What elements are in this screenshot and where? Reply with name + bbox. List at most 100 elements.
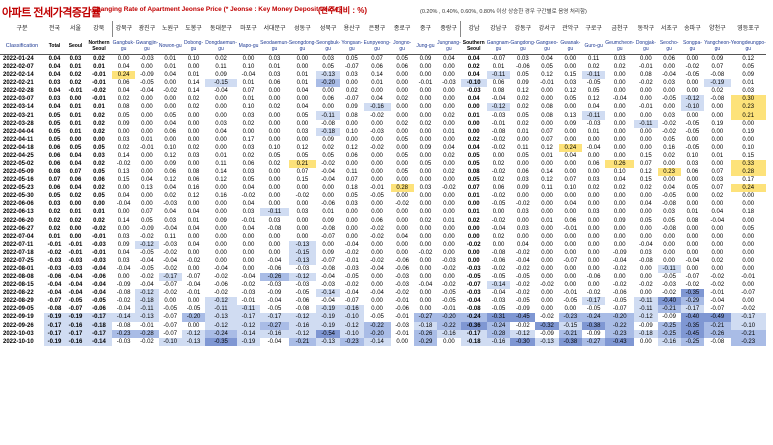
table-row: 2022-10-10 -0.19 -0.16 -0.14 -0.03 -0.02 -0.10… <box>0 337 766 346</box>
col-header-ko-1: 전국 <box>48 26 61 32</box>
rate-cell: -0.17 <box>65 329 86 338</box>
rate-cell: -0.05 <box>370 193 384 200</box>
rate-cell: 0.00 <box>141 201 153 208</box>
rate-cell: -0.05 <box>442 290 456 297</box>
rate-cell: 0.00 <box>268 201 281 208</box>
rate-cell: 0.00 <box>640 144 652 151</box>
rate-cell: 0.00 <box>242 257 255 264</box>
rate-cell: -0.21 <box>704 321 731 330</box>
rate-cell: 0.09 <box>322 136 334 143</box>
rate-cell: -0.04 <box>710 217 725 224</box>
rate-cell: 0.01 <box>69 128 82 135</box>
rate-cell: 0.03 <box>242 112 255 119</box>
rate-cell: -0.01 <box>710 290 725 297</box>
rate-cell: 0.02 <box>467 217 480 224</box>
rate-cell: -0.02 <box>685 282 700 289</box>
rate-cell: 0.04 <box>187 209 200 216</box>
col-header-en-27: Songpa-gu <box>680 37 705 55</box>
rate-cell: 0.04 <box>443 56 455 62</box>
col-header-en-7: Dobong-gu <box>181 37 206 55</box>
rate-cell: 0.00 <box>443 233 455 240</box>
rate-cell: 0.07 <box>541 136 553 143</box>
rate-cell: 0.00 <box>564 104 577 111</box>
rate-cell: -0.03 <box>163 201 178 208</box>
rate-cell: -0.13 <box>288 240 317 249</box>
rate-cell: 0.00 <box>640 112 652 119</box>
rate-cell: 0.12 <box>587 96 600 103</box>
rate-cell: 0.00 <box>564 56 577 62</box>
rate-cell: -0.24 <box>205 329 237 338</box>
rate-cell: -0.05 <box>662 193 676 200</box>
rate-cell: 0.05 <box>69 144 82 151</box>
rate-cell: -0.05 <box>516 298 530 305</box>
shading-note: (0.20% , 0.40%, 0.60%, 0.80% 이상 상승한 경우 구… <box>420 9 587 15</box>
rate-cell: 0.04 <box>242 225 255 232</box>
rate-cell: 0.13 <box>564 112 577 119</box>
col-header-en-25: Dongjak-gu <box>634 37 658 55</box>
col-header-en-19: Gangnam-gu <box>486 37 511 55</box>
rate-cell: 0.05 <box>242 177 255 184</box>
row-date: 2022-10-03 <box>3 330 34 337</box>
col-header-en-6: Nowon-gu <box>158 37 182 55</box>
rate-cell: -0.04 <box>491 96 506 103</box>
rate-cell: 0.00 <box>640 274 652 281</box>
rate-cell: 0.00 <box>242 241 255 248</box>
rate-cell: 0.00 <box>371 120 383 127</box>
rate-cell: -0.06 <box>214 282 228 289</box>
rate-cell: 0.16 <box>663 144 675 151</box>
rate-cell: -0.05 <box>685 72 700 79</box>
rate-cell: 0.11 <box>215 64 227 71</box>
table-row: 2022-07-04 0.01 0.00 -0.01 0.03 -0.02 0.11 0.00… <box>0 233 766 241</box>
rate-cell: -0.01 <box>241 298 256 305</box>
rate-cell: 0.09 <box>564 120 577 127</box>
rate-cell: -0.05 <box>685 144 700 151</box>
rate-cell: -0.35 <box>680 321 705 330</box>
rate-cell: 0.00 <box>371 241 383 248</box>
rate-cell: 0.04 <box>117 88 130 95</box>
rate-cell: -0.10 <box>158 337 182 346</box>
rate-cell: 0.03 <box>268 217 281 224</box>
rate-cell: -0.06 <box>267 265 282 272</box>
rate-cell: 0.00 <box>742 120 755 127</box>
rate-cell: -0.05 <box>662 96 676 103</box>
rate-cell: 0.10 <box>686 152 699 159</box>
table-row: 2022-03-28 0.05 0.01 0.02 0.09 0.00 0.04 0.00 0.… <box>0 119 766 128</box>
rate-cell: -0.03 <box>370 128 384 135</box>
rate-cell: -0.06 <box>491 257 506 264</box>
rate-cell: -0.16 <box>288 321 317 330</box>
rate-cell: 0.12 <box>187 193 200 200</box>
rate-cell: -0.09 <box>140 72 154 79</box>
rate-cell: -0.19 <box>236 337 261 346</box>
row-date: 2022-08-15 <box>3 282 34 289</box>
rate-cell: 0.03 <box>117 136 130 143</box>
rate-cell: 0.00 <box>296 56 309 62</box>
rate-cell: 0.03 <box>517 225 529 232</box>
page-subtitle-en: Changing Rate of Apartment Jeonse Price … <box>92 6 343 13</box>
rate-cell: 0.00 <box>663 233 675 240</box>
rate-cell: 0.00 <box>187 128 200 135</box>
rate-cell: -0.07 <box>710 306 725 313</box>
rate-cell: -0.06 <box>612 290 627 297</box>
rate-cell: -0.11 <box>634 305 658 314</box>
rate-cell: 0.05 <box>48 112 61 119</box>
rate-cell: 0.00 <box>613 241 626 248</box>
rate-cell: -0.18 <box>460 337 487 346</box>
rate-cell: 0.00 <box>587 136 600 143</box>
rate-cell: -0.17 <box>730 313 766 322</box>
rate-cell: -0.18 <box>316 127 341 136</box>
rate-cell: 0.05 <box>164 112 177 119</box>
rate-cell: 0.00 <box>396 72 408 79</box>
rate-cell: 0.00 <box>564 209 577 216</box>
rate-cell: 0.00 <box>322 193 334 200</box>
rate-cell: 0.04 <box>48 88 61 95</box>
rate-cell: -0.08 <box>662 201 676 208</box>
rate-cell: -0.04 <box>345 241 359 248</box>
rate-cell: 0.00 <box>268 96 281 103</box>
rate-cell: 0.05 <box>686 185 699 192</box>
rate-cell: -0.12 <box>181 329 206 338</box>
col-header-ko-26: 서초구 <box>660 26 678 32</box>
table-row: 2022-04-25 0.06 0.04 0.03 0.14 0.00 0.12 0.03 0.… <box>0 152 766 160</box>
rate-cell: 0.00 <box>711 128 724 135</box>
rate-cell: 0.07 <box>711 64 724 71</box>
rate-cell: 0.00 <box>396 104 408 111</box>
